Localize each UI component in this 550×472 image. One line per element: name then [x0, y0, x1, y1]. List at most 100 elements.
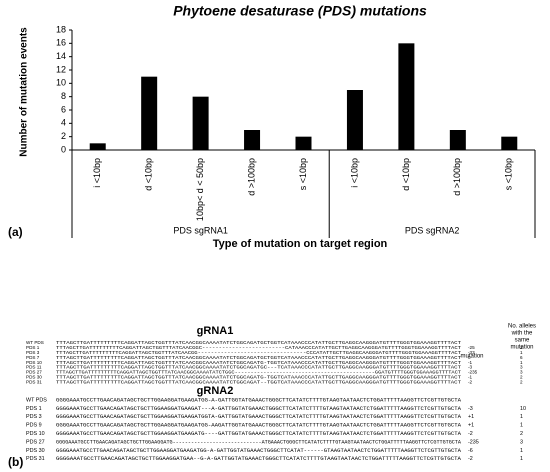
x-tick-label: i <10bp — [92, 158, 102, 188]
column-header: No. alleles — [508, 324, 536, 330]
sequence: TTTAGCTTGATTTTTTTTTCAGGATTAGCTGGTTTATCAA… — [56, 365, 461, 371]
sequence: GGGGAAATGCCTTGAACAGATAGCTGCTTGGAAGGATGAA… — [56, 406, 462, 412]
mutation: -2 — [468, 431, 473, 437]
allele-count: 1 — [520, 448, 523, 454]
sequence: TTTAGCTTGATTTTTTTTTCAGGATTAGCTGGTTTATCAA… — [56, 360, 461, 366]
x-tick-label: d <10bp — [401, 158, 411, 191]
y-tick-label: 12 — [56, 64, 66, 74]
row-name: PDS 27 — [26, 370, 42, 375]
row-name: PDS 31 — [26, 456, 45, 462]
row-name: WT PDS — [26, 397, 47, 403]
allele-count: 2 — [520, 375, 523, 380]
x-tick-label: 10bp< d < 50bp — [195, 158, 205, 221]
mutation: +1 — [468, 423, 474, 429]
x-tick-label: s <10bp — [504, 158, 514, 190]
sequence: TTTAGCTTGATTTTTTTTTCAGGATTAGCTGGTTTATCAA… — [56, 345, 461, 351]
mutation: -1 — [468, 375, 473, 380]
chart-title: Phytoene desaturase (PDS) mutations — [173, 3, 427, 19]
allele-count: 1 — [520, 423, 523, 429]
allele-count: 2 — [520, 379, 523, 384]
sequence: TTTAGCTTGATTTTTTTTTCAGGATTAGCTGGTTTATCAA… — [56, 370, 461, 376]
x-tick-label: s <10bp — [298, 158, 308, 190]
allele-count: 6 — [520, 355, 523, 360]
allele-count: 1 — [520, 414, 523, 420]
allele-count: 10 — [520, 406, 526, 412]
sequence: GGGGAAATGCCTTGAACAGATAGCTGCTTGGAAGGATGAA… — [56, 414, 462, 420]
row-name: PDS 31 — [26, 379, 42, 384]
y-tick-label: 0 — [61, 144, 66, 154]
bar — [346, 90, 363, 150]
mutation: -3 — [468, 365, 473, 370]
row-name: PDS 7 — [26, 355, 40, 360]
sequence: GGGGAAATGCCTTGAACAGATAGCTGCTTGGAAGGATGAA… — [56, 431, 462, 437]
sequence: TTTAGCTTGATTTTTTTTTCAGGATTAGCTGGTTTATCAA… — [56, 350, 461, 356]
sequence: TTTAGCTTGATTTTTTTTTCAGGATTAGCTGGTTTATCAA… — [56, 340, 461, 346]
y-tick-label: 18 — [56, 24, 66, 34]
sequence: GGGGAAATGCCTTGAACAGATAGCTGCTTGGAAGGATG--… — [56, 439, 462, 445]
row-name: PDS 30 — [26, 448, 45, 454]
column-header: same — [515, 338, 530, 344]
bar — [398, 43, 415, 151]
row-name: PDS 11 — [26, 365, 42, 370]
block-title: gRNA1 — [197, 325, 234, 337]
sequence: TTTAGCTTGATTTTTTTTTCAGGATTAGCTGGTTTATCAA… — [56, 355, 461, 361]
y-tick-label: 6 — [61, 104, 66, 114]
column-header: mutation — [460, 354, 483, 360]
mutation: -25 — [468, 345, 475, 350]
mutation: -33 — [468, 350, 475, 355]
x-tick-label: d <10bp — [144, 158, 154, 191]
allele-count: 1 — [520, 456, 523, 462]
bar — [244, 130, 261, 150]
mutation: -235 — [468, 439, 479, 445]
mutation: -3 — [468, 406, 473, 412]
y-axis-title: Number of mutation events — [19, 27, 30, 157]
x-axis-title: Type of mutation on target region — [213, 238, 388, 250]
row-name: WT PDS — [26, 340, 44, 345]
allele-count: 3 — [520, 439, 523, 445]
y-tick-label: 4 — [61, 118, 66, 128]
mutation: -235 — [468, 370, 478, 375]
panel-label: (b) — [8, 455, 23, 469]
row-name: PDS 1 — [26, 406, 42, 412]
allele-count: 3 — [520, 370, 523, 375]
bar — [449, 130, 466, 150]
block-title: gRNA2 — [197, 385, 234, 397]
row-name: PDS 27 — [26, 439, 45, 445]
row-name: PDS 10 — [26, 431, 45, 437]
y-tick-label: 2 — [61, 131, 66, 141]
bar — [295, 136, 312, 150]
mutation: -2 — [468, 456, 473, 462]
row-name: PDS 10 — [26, 360, 42, 365]
sequence: GGGGAAATGCCTTGAACAGATAGCTGCTTGGAAGGATGAA… — [56, 397, 462, 403]
sequence: GGGGAAATGCCTTGAACAGATAGCTGCTTGGAAGGATGAA… — [56, 456, 462, 462]
panel-label: (a) — [8, 225, 23, 239]
allele-count: 2 — [520, 431, 523, 437]
bar — [192, 96, 209, 150]
mutation: +1 — [468, 414, 474, 420]
mutation: -2 — [468, 379, 473, 384]
x-tick-label: d >100bp — [452, 158, 462, 196]
sequence: TTTAGCTTGATTTTTTTTTCAGGATTAGCTGGTTTATCAA… — [56, 379, 461, 385]
row-name: PDS 30 — [26, 375, 42, 380]
row-name: PDS 1 — [26, 345, 40, 350]
allele-count: 3 — [520, 365, 523, 370]
column-header: mutation — [510, 345, 533, 351]
y-tick-label: 10 — [56, 78, 66, 88]
sequence: TTTAGCTTGATTTTTTTTTCAGGATTAGCTGGTTTATCAA… — [56, 375, 461, 381]
bar — [141, 76, 158, 150]
x-tick-label: d >100bp — [246, 158, 256, 196]
sequence: GGGGAAATGCCTTGAACAGATAGCTGCTTGGAAGGATGAA… — [56, 448, 462, 454]
allele-count: 2 — [520, 345, 523, 350]
y-tick-label: 16 — [56, 38, 66, 48]
sequence: GGGGAAATGCCTTGAACAGATAGCTGCTTGGAAGGATGAA… — [56, 423, 462, 429]
row-name: PDS 9 — [26, 423, 42, 429]
mutation: -1 — [468, 360, 473, 365]
group-label: PDS sgRNA2 — [405, 225, 460, 235]
mutation: 0 — [468, 355, 471, 360]
mutation: -6 — [468, 448, 473, 454]
y-tick-label: 14 — [56, 51, 66, 61]
row-name: PDS 3 — [26, 350, 40, 355]
column-header: with the — [511, 331, 533, 337]
y-tick-label: 8 — [61, 91, 66, 101]
